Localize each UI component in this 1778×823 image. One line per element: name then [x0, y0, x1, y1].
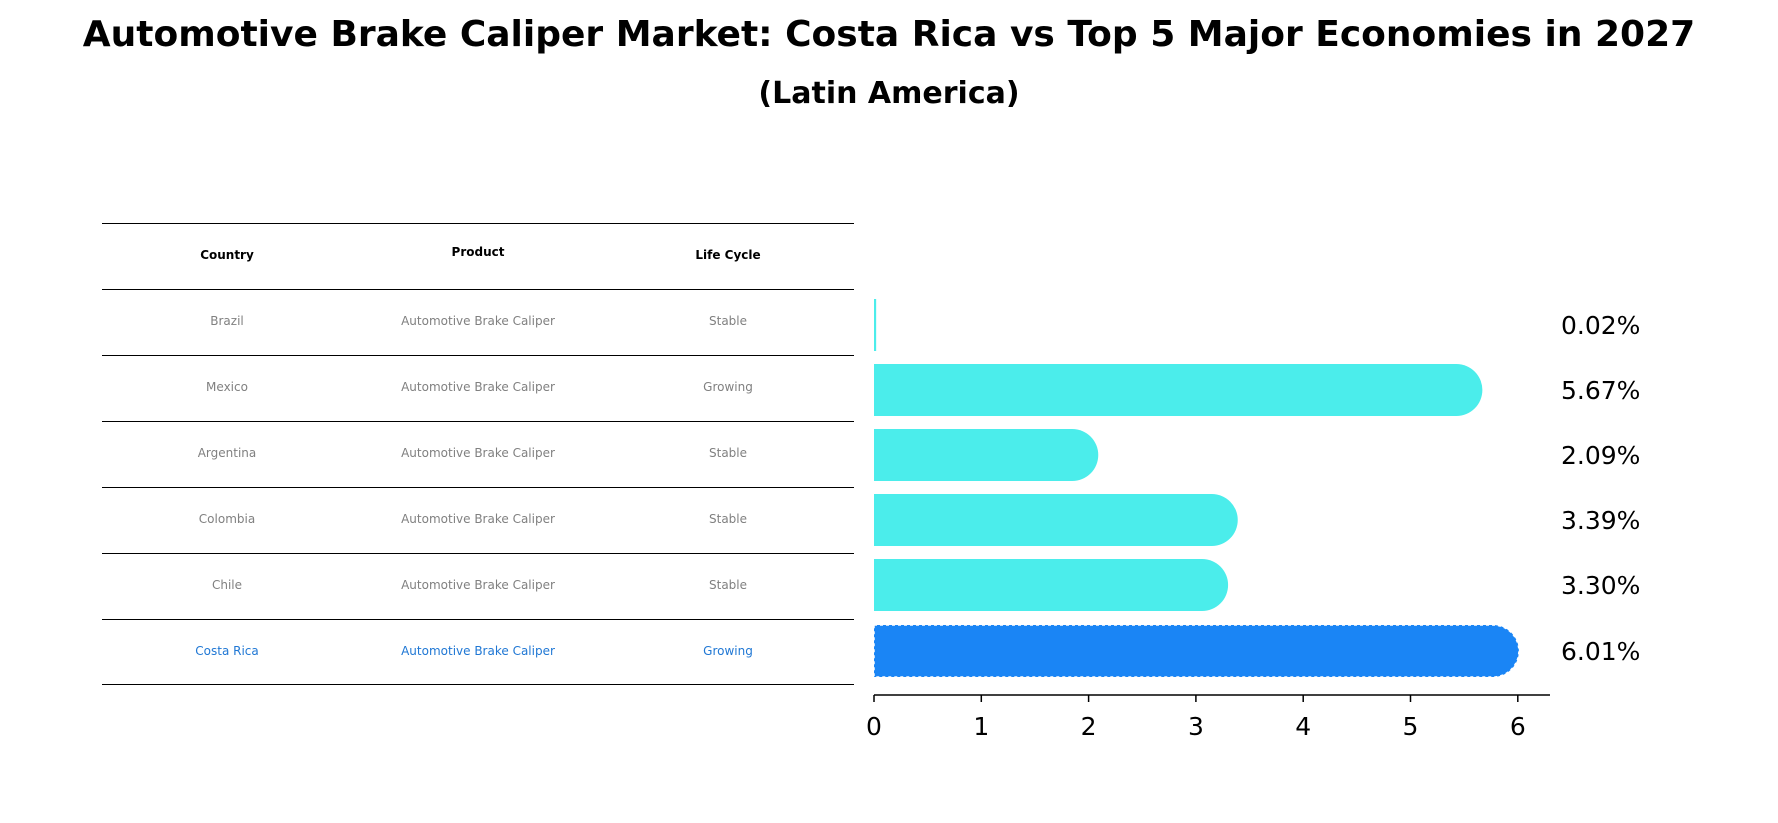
row-life-cycle: Growing [703, 644, 753, 658]
bar-value-label: 0.02% [1561, 311, 1640, 340]
row-life-cycle: Stable [708, 446, 748, 460]
header-life-cycle: Life Cycle [695, 248, 761, 262]
row-product: Automotive Brake Caliper [401, 446, 555, 460]
chart-subtitle: (Latin America) [758, 76, 1020, 111]
row-country: Mexico [206, 380, 248, 394]
table-header-row: Country Product Life Cycle [102, 223, 854, 289]
x-tick-label: 2 [1081, 712, 1097, 741]
table-row: Mexico Automotive Brake Caliper Growing [102, 355, 854, 421]
bar-value-label: 6.01% [1561, 637, 1640, 666]
table-row: Colombia Automotive Brake Caliper Stable [102, 487, 854, 553]
bar-mexico [874, 364, 1483, 416]
bar-value-label: 5.67% [1561, 376, 1640, 405]
row-product: Automotive Brake Caliper [401, 578, 555, 592]
row-country: Colombia [198, 512, 256, 526]
row-country: Brazil [210, 314, 244, 328]
row-life-cycle: Stable [708, 578, 748, 592]
row-product: Automotive Brake Caliper [401, 512, 555, 526]
row-product: Automotive Brake Caliper [401, 380, 555, 394]
header-country: Country [200, 248, 254, 262]
bar-chile [874, 559, 1229, 611]
x-tick-label: 3 [1188, 712, 1204, 741]
data-table: Country Product Life Cycle Brazil Automo… [102, 223, 854, 685]
row-life-cycle: Stable [708, 512, 748, 526]
chart-title: Automotive Brake Caliper Market: Costa R… [82, 14, 1696, 55]
x-tick-label: 6 [1510, 712, 1526, 741]
row-country: Costa Rica [195, 644, 259, 658]
header-product: Product [451, 245, 505, 259]
bar-colombia [874, 494, 1238, 546]
table-row-highlight: Costa Rica Automotive Brake Caliper Grow… [102, 619, 854, 685]
x-tick-label: 4 [1295, 712, 1311, 741]
bar-brazil [874, 299, 877, 351]
table-row: Argentina Automotive Brake Caliper Stabl… [102, 421, 854, 487]
x-tick-label: 0 [866, 712, 882, 741]
row-product: Automotive Brake Caliper [401, 644, 555, 658]
x-tick-label: 5 [1403, 712, 1419, 741]
row-life-cycle: Stable [708, 314, 748, 328]
table-row: Chile Automotive Brake Caliper Stable [102, 553, 854, 619]
x-tick-label: 1 [973, 712, 989, 741]
row-product: Automotive Brake Caliper [401, 314, 555, 328]
bar-argentina [873, 429, 1099, 481]
bar-value-label: 3.39% [1561, 506, 1640, 535]
bar-value-label: 2.09% [1561, 441, 1640, 470]
row-country: Argentina [197, 446, 257, 460]
row-life-cycle: Growing [703, 380, 753, 394]
bar-costa-rica [873, 624, 1520, 678]
bar-value-label: 3.30% [1561, 571, 1640, 600]
table-row: Brazil Automotive Brake Caliper Stable [102, 289, 854, 355]
row-country: Chile [211, 578, 243, 592]
